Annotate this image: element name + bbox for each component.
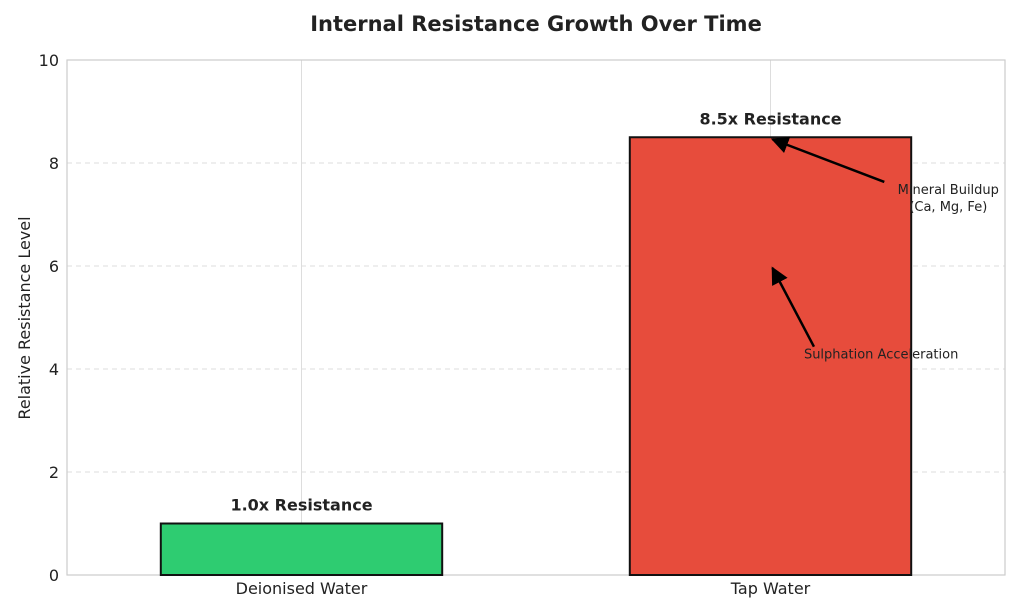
plot-area-frame [66, 59, 1006, 576]
annotation-arrow [770, 136, 885, 184]
annotation-text: (Ca, Mg, Fe) [909, 200, 987, 215]
y-tick-label: 2 [49, 463, 59, 482]
bar [628, 136, 913, 576]
y-tick-label: 4 [49, 360, 59, 379]
annotation-arrow [771, 266, 816, 348]
chart-title: Internal Resistance Growth Over Time [310, 12, 762, 36]
bar-data-label: 1.0x Resistance [230, 496, 372, 515]
y-tick-label: 10 [39, 51, 59, 70]
bars [159, 136, 913, 576]
axis-ticks: 0 2 4 6 8 10 Deionised Water Tap Water [39, 51, 811, 598]
y-axis-label: Relative Resistance Level [15, 216, 34, 419]
annotations: Mineral Buildup (Ca, Mg, Fe) Sulphation Ac… [770, 136, 999, 363]
bar-data-label: 8.5x Resistance [699, 109, 841, 128]
annotation-text: Sulphation Acceleration [804, 348, 958, 363]
x-tick-label: Tap Water [730, 579, 811, 598]
annotation-text: Mineral Buildup [898, 183, 999, 198]
data-labels: 1.0x Resistance 8.5x Resistance [230, 109, 841, 514]
y-tick-label: 0 [49, 566, 59, 585]
y-tick-label: 6 [49, 257, 59, 276]
bar [159, 522, 444, 576]
y-tick-label: 8 [49, 154, 59, 173]
x-tick-label: Deionised Water [236, 579, 368, 598]
